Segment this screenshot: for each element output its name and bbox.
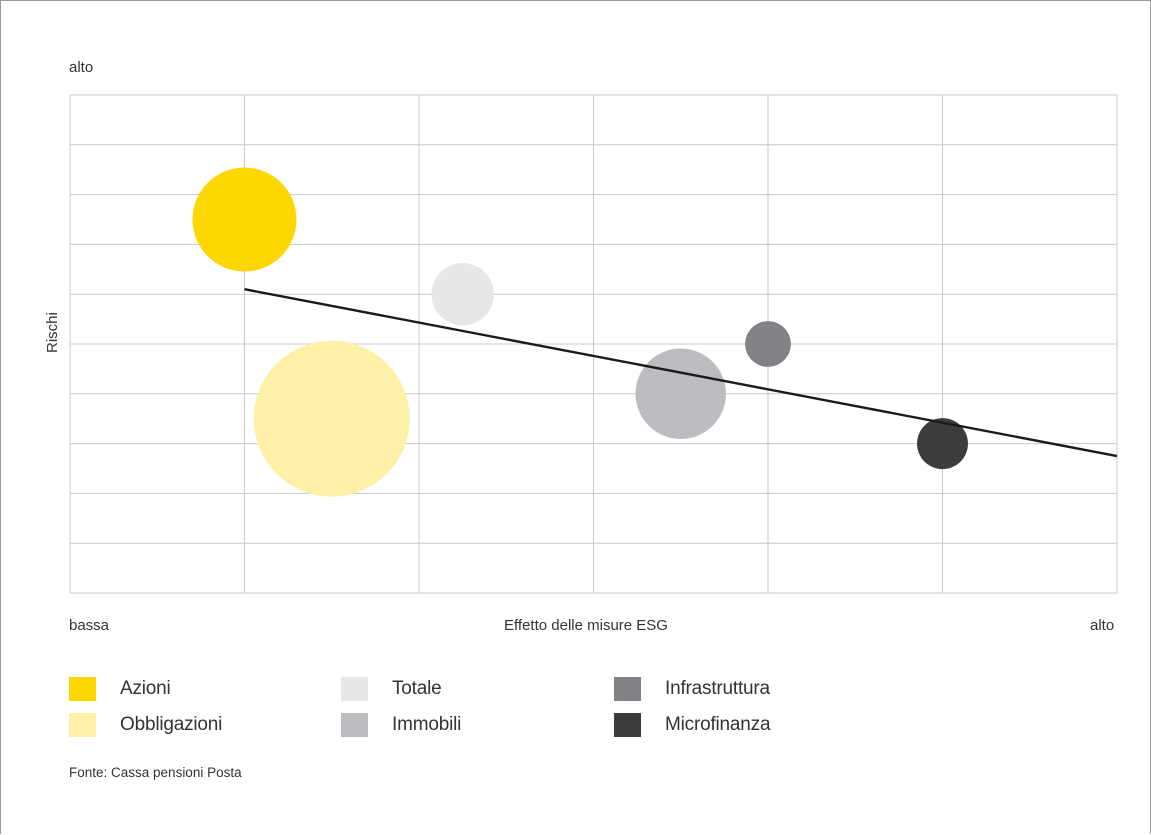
legend-label-totale: Totale	[392, 678, 442, 699]
bubble-totale	[431, 263, 494, 326]
legend-item-microfinanza: Microfinanza	[614, 711, 771, 739]
bubble-infrastruttura	[745, 321, 791, 367]
bubbles	[192, 167, 968, 497]
legend-swatch-totale	[341, 677, 368, 701]
bubble-immobili	[635, 348, 726, 440]
legend-label-microfinanza: Microfinanza	[665, 714, 771, 735]
legend-item-totale: Totale	[341, 675, 442, 703]
trendline	[244, 288, 1118, 458]
x-axis-low-label: bassa	[69, 617, 110, 634]
bubble-azioni	[192, 167, 297, 272]
legend-label-azioni: Azioni	[120, 678, 171, 699]
legend-swatch-azioni	[69, 677, 96, 701]
bubble-obbligazioni	[253, 340, 410, 497]
legend-item-obbligazioni: Obbligazioni	[69, 711, 222, 739]
source-note: Fonte: Cassa pensioni Posta	[69, 765, 242, 780]
legend: Azioni Obbligazioni Totale Immobili Infr…	[69, 675, 1069, 745]
legend-item-azioni: Azioni	[69, 675, 171, 703]
legend-swatch-immobili	[341, 713, 368, 737]
y-axis-title: Rischi	[44, 312, 61, 353]
trendline-layer	[244, 288, 1118, 458]
legend-item-immobili: Immobili	[341, 711, 461, 739]
legend-swatch-microfinanza	[614, 713, 641, 737]
legend-label-infrastruttura: Infrastruttura	[665, 678, 770, 699]
grid	[69, 94, 1118, 594]
bubble-microfinanza	[917, 418, 968, 470]
legend-swatch-obbligazioni	[69, 713, 96, 737]
y-axis-high-label: alto	[69, 59, 94, 76]
x-axis-title: Effetto delle misure ESG	[504, 617, 668, 634]
legend-item-infrastruttura: Infrastruttura	[614, 675, 770, 703]
legend-label-immobili: Immobili	[392, 714, 462, 735]
legend-label-obbligazioni: Obbligazioni	[120, 714, 223, 735]
legend-swatch-infrastruttura	[614, 677, 641, 701]
x-axis-high-label: alto	[1090, 617, 1115, 634]
